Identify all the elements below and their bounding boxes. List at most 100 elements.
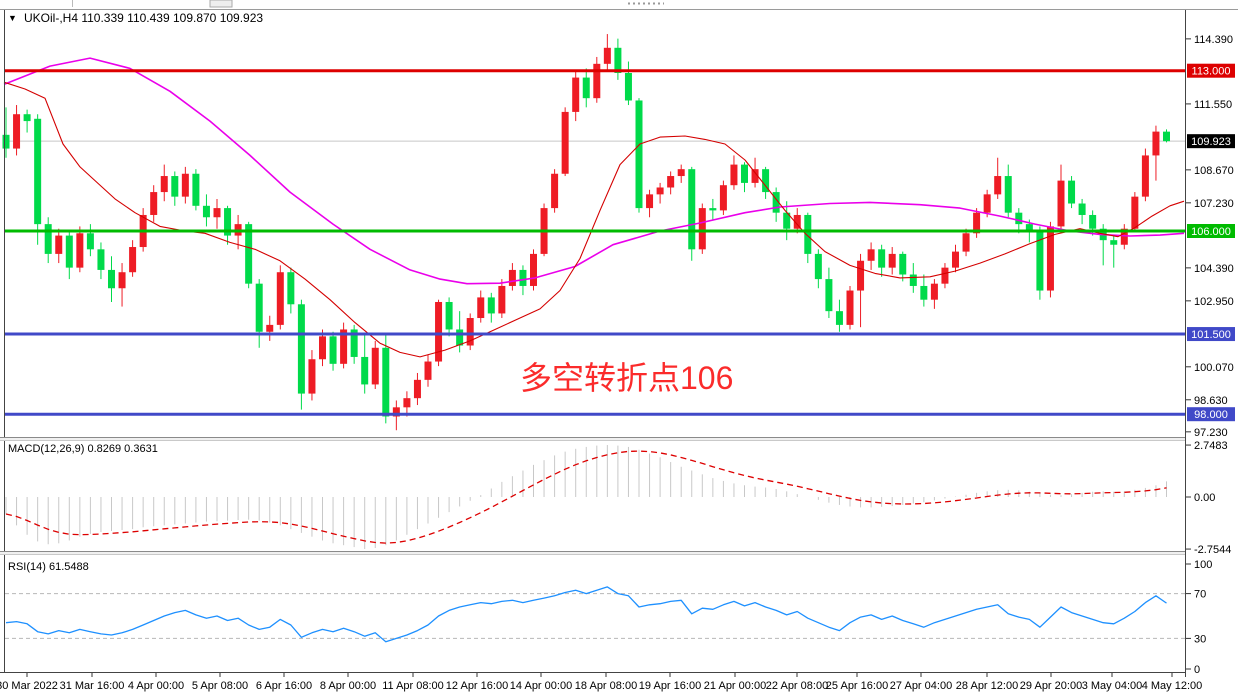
candle-body [551, 173, 559, 209]
candle [667, 171, 675, 195]
candle [1120, 224, 1128, 250]
price-tick-label: 97.230 [1194, 427, 1228, 439]
candle-body [350, 329, 358, 357]
candle [762, 166, 770, 199]
candle [213, 198, 221, 229]
price-tick-label: 107.230 [1194, 198, 1234, 210]
candle [772, 187, 780, 222]
candle [1068, 176, 1076, 209]
candle-body [667, 176, 675, 188]
candle-body [920, 285, 928, 300]
candle-body [224, 208, 232, 236]
candle [508, 263, 516, 291]
candle [1131, 192, 1139, 231]
candle-body [508, 269, 516, 286]
candle-body [44, 224, 52, 254]
chart-title-ohlc: UKOil-,H4 110.339 110.439 109.870 109.92… [24, 11, 263, 25]
candle [572, 70, 580, 122]
candle-body [814, 253, 822, 280]
candle-body [646, 194, 654, 209]
rsi-panel[interactable] [5, 586, 1185, 643]
rsi-scale-label: 70 [1194, 589, 1206, 601]
candle [1078, 198, 1086, 225]
splitter-main-macd[interactable] [0, 437, 1185, 441]
candle-body [456, 329, 464, 346]
time-tick-label: 4 May 12:00 [1142, 680, 1203, 692]
candle-body [2, 134, 10, 149]
candle-body [1046, 226, 1054, 291]
candle-body [498, 285, 506, 314]
time-axis[interactable]: 30 Mar 2022 31 Mar 16:00 4 Apr 00:00 5 Apr … [0, 673, 1202, 692]
candle-body [192, 173, 200, 206]
candle [814, 249, 822, 289]
candle-body [656, 187, 664, 195]
candle [994, 157, 1002, 199]
time-tick-label: 30 Mar 2022 [0, 680, 58, 692]
macd-signal-line [5, 450, 1167, 544]
candle [835, 299, 843, 332]
candle-body [930, 283, 938, 300]
candle-body [297, 304, 305, 394]
candle [118, 263, 126, 307]
candle [593, 56, 601, 103]
candle-body [1068, 180, 1076, 204]
candle-body [487, 297, 495, 314]
candle [1163, 129, 1170, 143]
candle-body [1163, 131, 1170, 142]
macd-panel[interactable] [5, 445, 1167, 549]
candle-body [530, 253, 537, 286]
candle-body [835, 311, 843, 325]
candle-body [413, 379, 421, 399]
candle [1110, 235, 1118, 268]
candle-body [1120, 228, 1128, 245]
candle [582, 68, 590, 108]
candle-body [129, 247, 137, 273]
candle-body [466, 318, 474, 346]
candle-body [825, 279, 833, 312]
main-price-panel[interactable] [2, 34, 1186, 431]
time-tick-label: 25 Apr 16:00 [826, 680, 888, 692]
collapse-triangle-icon[interactable]: ▼ [8, 13, 17, 23]
macd-scale-label: 0.00 [1194, 492, 1215, 504]
chart-frame [0, 9, 1238, 677]
rsi-scale-label: 100 [1194, 559, 1212, 571]
ma-slow-magenta-line [3, 57, 1185, 285]
candle-body [287, 272, 295, 305]
macd-scale-label: 2.7483 [1194, 440, 1228, 452]
macd-scale-label: -2.7544 [1194, 544, 1231, 556]
price-axis[interactable]: 114.390 111.550 108.670 107.230 104.390 102.9… [1186, 34, 1235, 676]
candle [498, 279, 506, 319]
candle-body [202, 205, 210, 218]
splitter-macd-rsi[interactable] [0, 551, 1185, 555]
candle-body [730, 164, 738, 186]
time-tick-label: 31 Mar 16:00 [60, 680, 125, 692]
price-tick-label: 98.630 [1194, 395, 1228, 407]
candle-body [519, 269, 527, 286]
candle-body [952, 251, 959, 268]
candle-body [983, 194, 991, 213]
candle-body [435, 301, 443, 362]
candle [340, 322, 348, 369]
candle [857, 253, 865, 328]
candle [983, 189, 991, 218]
candle [160, 164, 168, 202]
candle [561, 107, 569, 177]
candle [603, 34, 611, 71]
candle [276, 265, 284, 330]
price-badge-109.923: 109.923 [1187, 134, 1235, 149]
candle [920, 274, 928, 307]
candle [403, 391, 411, 417]
candle [635, 98, 643, 213]
candle [2, 107, 10, 158]
candle [129, 240, 137, 277]
candle-body [603, 47, 611, 64]
price-badge-101.500: 101.500 [1187, 327, 1235, 342]
candle-body [160, 176, 168, 193]
price-badge-106.000: 106.000 [1187, 224, 1235, 238]
candle [709, 198, 717, 220]
candle-body [371, 347, 379, 385]
candle-body [793, 214, 801, 229]
candle-body [624, 72, 632, 101]
candle-body [709, 208, 717, 211]
